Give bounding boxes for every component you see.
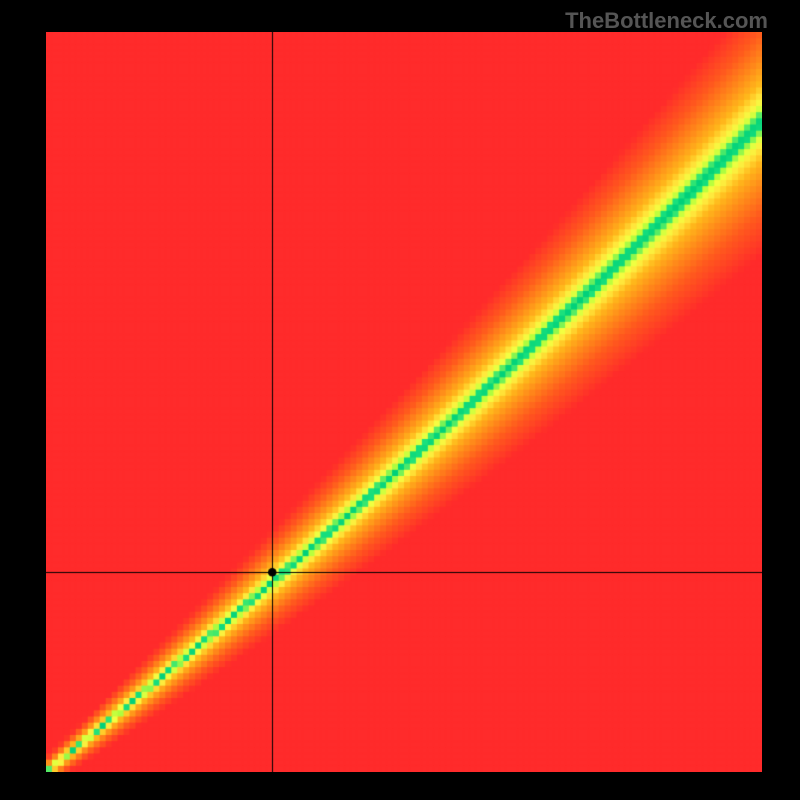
watermark-text: TheBottleneck.com: [565, 8, 768, 34]
bottleneck-heatmap: [46, 32, 762, 772]
